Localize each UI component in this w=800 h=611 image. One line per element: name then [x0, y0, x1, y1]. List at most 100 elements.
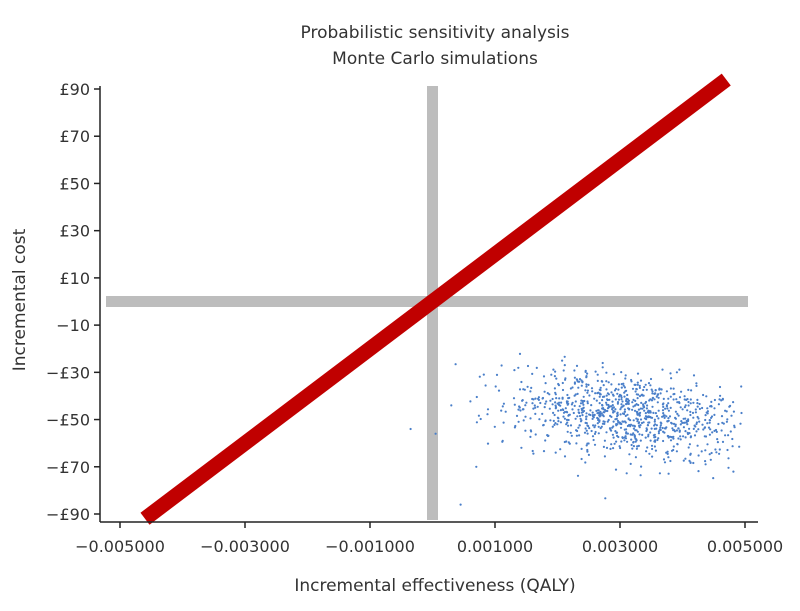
- data-point: [599, 427, 602, 430]
- data-point: [598, 395, 601, 398]
- data-point: [514, 424, 517, 428]
- data-point: [612, 436, 615, 439]
- data-point: [713, 413, 716, 416]
- data-point: [630, 380, 633, 383]
- data-point: [625, 389, 628, 392]
- data-point: [672, 398, 675, 401]
- data-point: [585, 375, 588, 378]
- data-point: [651, 390, 654, 393]
- data-point: [513, 403, 516, 406]
- data-point: [623, 386, 627, 389]
- data-point: [720, 399, 723, 402]
- data-point: [591, 390, 594, 393]
- data-point: [566, 430, 569, 433]
- data-point: [522, 408, 525, 411]
- data-point: [647, 409, 650, 413]
- data-point: [633, 404, 637, 407]
- data-point: [602, 384, 605, 387]
- data-point: [559, 448, 562, 451]
- data-point: [605, 371, 608, 374]
- data-point: [615, 431, 619, 434]
- data-point: [597, 425, 600, 428]
- data-point: [653, 424, 656, 427]
- data-point: [526, 385, 529, 388]
- data-point: [667, 472, 670, 475]
- data-point: [619, 408, 622, 411]
- data-point: [557, 382, 560, 386]
- data-point: [565, 410, 568, 413]
- data-point: [544, 439, 547, 442]
- data-point: [520, 380, 523, 384]
- data-point: [657, 432, 661, 435]
- data-point: [632, 427, 636, 430]
- data-point: [622, 382, 625, 385]
- data-point: [620, 386, 623, 389]
- data-point: [658, 472, 662, 475]
- data-point: [586, 402, 589, 405]
- data-point: [658, 388, 661, 391]
- data-point: [662, 415, 665, 418]
- data-point: [605, 446, 609, 449]
- data-point: [677, 437, 680, 440]
- data-point: [724, 409, 727, 412]
- data-point: [645, 418, 648, 421]
- data-point: [478, 375, 481, 378]
- data-point: [644, 436, 647, 439]
- data-point: [584, 461, 587, 464]
- data-point: [624, 414, 627, 417]
- data-point: [687, 400, 690, 404]
- data-point: [475, 465, 478, 468]
- data-point: [598, 414, 601, 417]
- data-point: [697, 470, 700, 473]
- data-point: [502, 402, 505, 405]
- data-point: [569, 424, 573, 427]
- data-point: [661, 409, 665, 412]
- data-point: [712, 477, 715, 480]
- data-point: [583, 431, 587, 434]
- data-point: [602, 415, 605, 418]
- data-point: [544, 382, 547, 385]
- data-point: [626, 440, 629, 443]
- data-point: [534, 433, 537, 436]
- data-point: [662, 439, 665, 443]
- data-point: [566, 400, 569, 403]
- data-point: [618, 394, 621, 397]
- data-point: [574, 400, 577, 403]
- data-point: [586, 432, 589, 435]
- data-point: [600, 412, 603, 415]
- data-point: [529, 390, 532, 393]
- data-point: [630, 443, 633, 447]
- data-point: [580, 407, 583, 410]
- data-point: [718, 385, 722, 389]
- data-point: [599, 386, 602, 389]
- data-point: [709, 428, 712, 431]
- data-point: [580, 384, 583, 387]
- data-point: [581, 401, 584, 404]
- data-point: [628, 453, 631, 456]
- data-point: [648, 452, 651, 455]
- data-point: [537, 396, 541, 399]
- plot-area: [106, 73, 748, 525]
- data-point: [731, 437, 734, 441]
- data-point: [595, 399, 598, 402]
- data-point: [643, 409, 646, 412]
- y-tick-label: −10: [56, 316, 90, 335]
- data-point: [541, 397, 544, 400]
- threshold-line: [140, 73, 731, 525]
- data-point: [637, 444, 641, 447]
- data-point: [616, 415, 619, 418]
- data-point: [617, 398, 621, 401]
- data-point: [619, 413, 622, 416]
- data-point: [647, 382, 651, 385]
- data-point: [675, 398, 678, 401]
- data-point: [693, 424, 696, 427]
- data-point: [612, 394, 615, 397]
- data-point: [557, 420, 560, 423]
- data-point: [674, 417, 678, 420]
- data-point: [502, 421, 505, 424]
- data-point: [621, 436, 624, 439]
- data-point: [683, 406, 687, 409]
- data-point: [576, 415, 579, 418]
- data-point: [605, 431, 608, 434]
- data-point: [696, 444, 699, 447]
